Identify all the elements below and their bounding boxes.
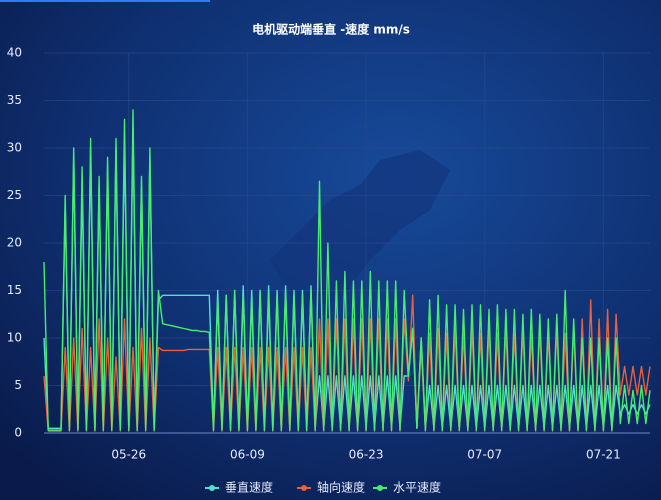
legend-icon-dot: [209, 485, 215, 491]
legend-label: 轴向速度: [317, 480, 365, 495]
y-tick-label: 15: [7, 283, 22, 297]
y-tick-label: 10: [7, 331, 22, 345]
x-tick-label: 05-26: [111, 448, 146, 462]
legend-icon-dot: [301, 485, 307, 491]
y-tick-label: 35: [7, 93, 22, 107]
legend-label: 垂直速度: [225, 480, 273, 495]
series-line: [43, 109, 651, 431]
y-tick-label: 40: [7, 46, 22, 60]
map-shape: [270, 150, 450, 310]
y-tick-label: 5: [14, 378, 22, 392]
x-tick-label: 06-09: [230, 448, 265, 462]
y-tick-label: 0: [14, 426, 22, 440]
top-accent: [0, 0, 210, 2]
y-tick-label: 30: [7, 141, 22, 155]
x-tick-label: 07-07: [467, 448, 502, 462]
legend-label: 水平速度: [393, 480, 441, 495]
x-tick-label: 06-23: [349, 448, 384, 462]
legend: 垂直速度 轴向速度 水平速度: [205, 480, 441, 495]
legend-icon-dot: [377, 485, 383, 491]
chart-title: 电机驱动端垂直 -速度 mm/s: [252, 22, 410, 37]
x-tick-label: 07-21: [586, 448, 621, 462]
y-tick-label: 25: [7, 188, 22, 202]
y-tick-label: 20: [7, 236, 22, 250]
